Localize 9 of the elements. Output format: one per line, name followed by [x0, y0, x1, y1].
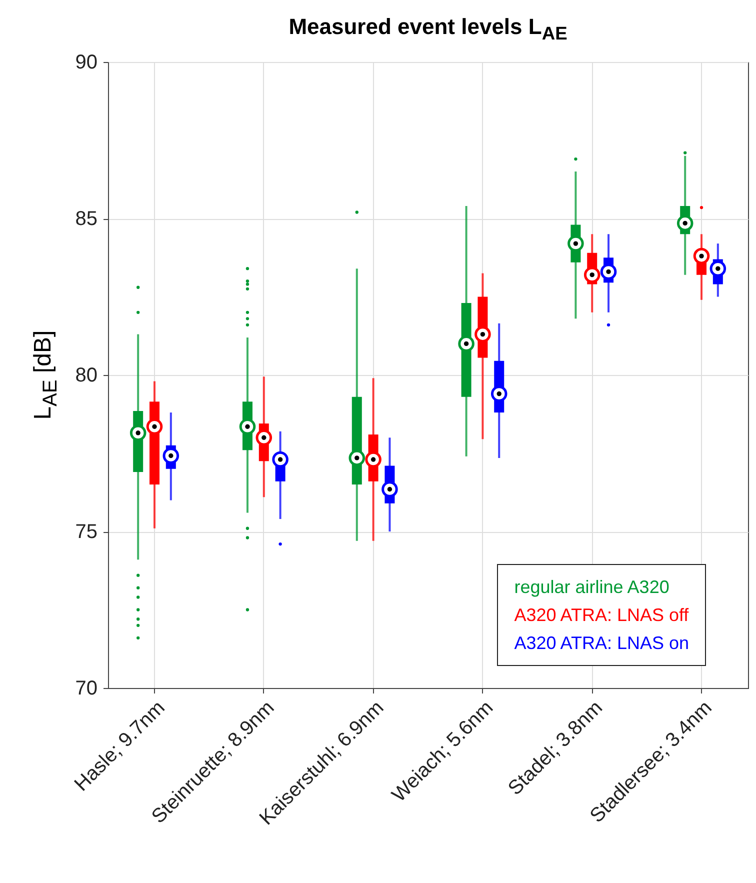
y-tick-label: 80	[75, 364, 98, 386]
chart-title: Measured event levels L$_{AE}$	[288, 14, 568, 44]
y-tick-label: 70	[75, 678, 98, 700]
y-tick-label: 85	[75, 208, 98, 230]
y-tick-label: 75	[75, 521, 98, 543]
text: A320 ATRA: LNAS on	[514, 632, 689, 655]
text: regular airline A320	[514, 576, 670, 599]
text: A320 ATRA: LNAS off	[514, 604, 689, 627]
y-tick-label: 90	[75, 52, 98, 74]
